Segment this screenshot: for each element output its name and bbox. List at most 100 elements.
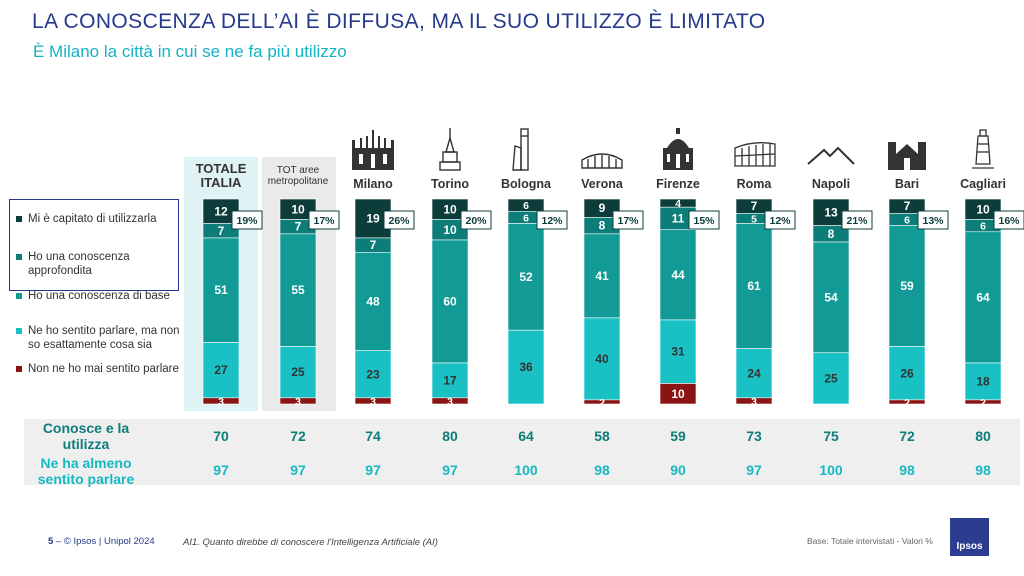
callout-label: 26% [388, 215, 410, 227]
bar-segment [507, 329, 545, 405]
summary-value-conosce: 73 [746, 428, 762, 444]
callout-label: 13% [922, 215, 944, 227]
summary-value-conosce: 72 [290, 428, 306, 444]
summary-value-conosce: 72 [899, 428, 915, 444]
label-bari: Bari [894, 177, 920, 191]
bar-value-label: 26 [900, 366, 914, 380]
summary-value-sentito: 97 [213, 462, 229, 478]
bar-value-label: 8 [599, 219, 606, 233]
summary-label-conosce: Conosce e la utilizza [42, 420, 130, 452]
bar-value-label: 9 [599, 201, 606, 215]
summary-value-sentito: 97 [365, 462, 381, 478]
summary-value-conosce: 64 [518, 428, 534, 444]
bar-value-label: 55 [291, 283, 305, 297]
summary-value-conosce: 74 [365, 428, 381, 444]
callout-label: 17% [313, 215, 335, 227]
usage-callout: 26% [383, 210, 415, 230]
bar-value-label: 10 [443, 202, 457, 216]
bar-value-label: 48 [366, 295, 380, 309]
bar-segment [888, 346, 926, 401]
bar-value-label: 5 [751, 213, 757, 225]
bar-segment [507, 223, 545, 331]
bar-value-label: 3 [295, 396, 301, 408]
logo-text: Ipsos [956, 541, 983, 552]
bar-value-label: 6 [523, 200, 529, 212]
summary-value-sentito: 98 [899, 462, 915, 478]
callout-label: 16% [998, 215, 1020, 227]
bar-segment [735, 397, 773, 405]
bar-segment [659, 229, 697, 321]
milano-duomo-icon [352, 130, 394, 170]
bar-segment [279, 346, 317, 399]
bar-segment [735, 348, 773, 399]
callout-label: 21% [846, 215, 868, 227]
bar-segment [659, 319, 697, 384]
bar-segment [202, 342, 240, 399]
bar-value-label: 52 [519, 270, 533, 284]
bar-value-label: 7 [295, 220, 302, 234]
callout-box [308, 210, 340, 230]
label-tot-aree: TOT aree metropolitane [267, 165, 329, 187]
usage-callout: 20% [460, 210, 492, 230]
bar-value-label: 31 [671, 345, 685, 359]
usage-callout: 21% [841, 210, 873, 230]
legend-item-approfondita: Ho una conoscenza approfondita [16, 250, 186, 278]
label-roma: Roma [736, 177, 772, 191]
bar-value-label: 40 [595, 352, 609, 366]
bar-value-label: 12 [214, 204, 228, 218]
legend-label: Ho una conoscenza di base [28, 290, 170, 302]
bar-value-label: 6 [904, 215, 910, 227]
bar-value-label: 3 [447, 396, 453, 408]
callout-box [764, 210, 796, 230]
bar-segment [735, 223, 773, 349]
summary-value-sentito: 97 [442, 462, 458, 478]
bar-stack: 10 10 60 17 3 [431, 198, 469, 408]
callout-box [841, 210, 873, 230]
bar-segment [659, 383, 697, 405]
usage-callout: 13% [917, 210, 949, 230]
bar-segment [202, 237, 240, 343]
bar-value-label: 25 [291, 365, 305, 379]
bar-value-label: 23 [366, 367, 380, 381]
bar-value-label: 44 [671, 268, 685, 282]
summary-label-sentito: Ne ha almeno sentito parlare [37, 455, 135, 487]
label-milano: Milano [353, 177, 393, 191]
bar-value-label: 6 [980, 221, 986, 233]
summary-value-conosce: 80 [442, 428, 458, 444]
usage-callout: 17% [612, 210, 644, 230]
bar-value-label: 3 [370, 396, 376, 408]
callout-label: 20% [465, 215, 487, 227]
bar-value-label: 19 [366, 211, 380, 225]
legend-item-utilizzo: Mi è capitato di utilizzarla [16, 212, 186, 226]
label-firenze: Firenze [656, 177, 700, 191]
bar-value-label: 24 [747, 366, 761, 380]
callout-box [917, 210, 949, 230]
callout-label: 12% [769, 215, 791, 227]
usage-callout: 17% [308, 210, 340, 230]
bar-value-label: 51 [214, 283, 228, 297]
legend-swatch [16, 216, 22, 222]
bar-segment [431, 239, 469, 364]
callout-box [612, 210, 644, 230]
bar-value-label: 17 [443, 373, 457, 387]
summary-value-sentito: 90 [670, 462, 686, 478]
bar-stack: 13 8 54 25 [812, 198, 850, 405]
bar-segment [964, 362, 1002, 401]
callout-box [993, 210, 1024, 230]
ipsos-logo: Ipsos [950, 518, 989, 556]
usage-callout: 12% [764, 210, 796, 230]
bar-value-label: 6 [523, 212, 529, 224]
usage-callout: 16% [993, 210, 1024, 230]
bar-stack: 7 6 59 26 2 [888, 198, 926, 409]
summary-value-sentito: 98 [594, 462, 610, 478]
verona-arena-icon [581, 153, 623, 169]
bar-segment [279, 397, 317, 405]
bar-value-label: 7 [751, 199, 758, 213]
summary-value-conosce: 80 [975, 428, 991, 444]
bar-stack: 411 44 31 10 [659, 198, 697, 405]
footer-question: AI1. Quanto direbbe di conoscere l'Intel… [183, 537, 438, 548]
bar-segment [202, 397, 240, 405]
bar-value-label: 8 [828, 227, 835, 241]
summary-value-sentito: 97 [746, 462, 762, 478]
